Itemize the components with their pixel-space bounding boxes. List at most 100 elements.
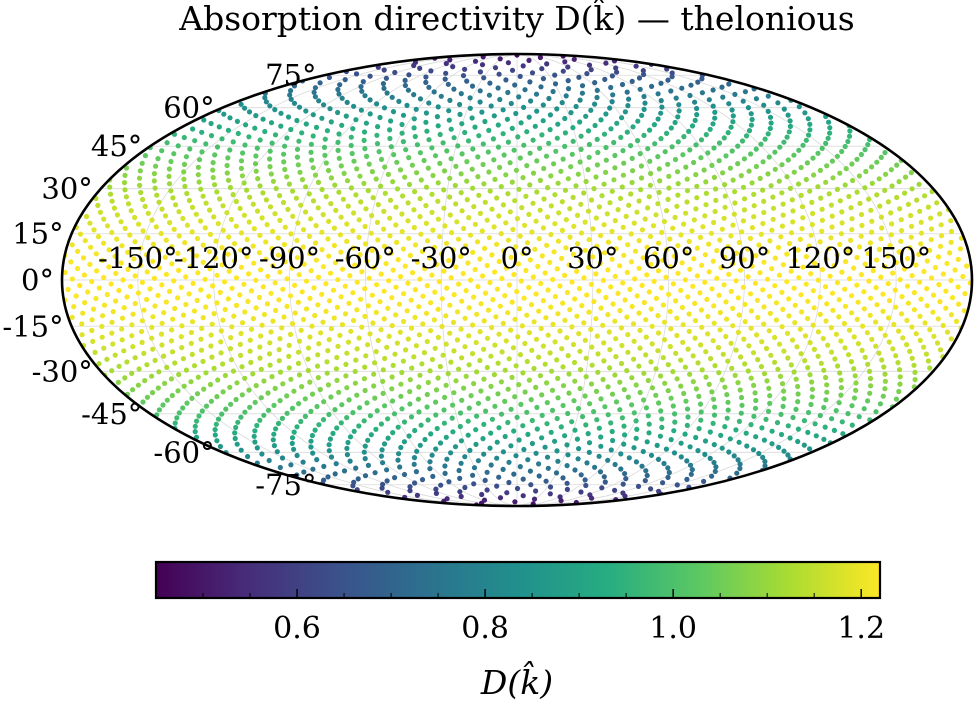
data-point bbox=[930, 309, 936, 315]
data-point bbox=[87, 261, 93, 267]
data-point bbox=[658, 110, 664, 116]
data-point bbox=[497, 303, 503, 309]
data-point bbox=[405, 336, 411, 342]
data-point bbox=[140, 196, 146, 203]
data-point bbox=[307, 334, 313, 340]
data-point bbox=[697, 401, 704, 407]
data-point bbox=[748, 375, 754, 381]
data-point bbox=[434, 114, 440, 120]
data-point bbox=[780, 201, 786, 207]
data-point bbox=[506, 282, 512, 288]
data-point bbox=[179, 323, 185, 329]
data-point bbox=[565, 78, 571, 84]
data-point bbox=[686, 311, 692, 317]
data-point bbox=[641, 71, 647, 78]
data-point bbox=[257, 417, 263, 423]
data-point bbox=[466, 405, 472, 411]
data-point bbox=[385, 171, 391, 177]
data-point bbox=[461, 225, 467, 232]
data-point bbox=[640, 448, 646, 455]
data-point bbox=[579, 303, 585, 309]
data-point bbox=[150, 258, 156, 264]
data-point bbox=[330, 430, 336, 436]
data-point bbox=[593, 388, 600, 394]
data-point bbox=[748, 325, 754, 331]
data-point bbox=[645, 205, 651, 211]
data-point bbox=[567, 234, 573, 240]
data-point bbox=[408, 297, 414, 303]
data-point bbox=[469, 83, 476, 89]
data-point bbox=[537, 54, 544, 61]
data-point bbox=[716, 140, 723, 146]
data-point bbox=[728, 124, 734, 130]
data-point bbox=[619, 342, 625, 349]
data-point bbox=[655, 91, 661, 97]
data-point bbox=[763, 416, 769, 422]
data-point bbox=[735, 295, 741, 301]
data-point bbox=[362, 146, 368, 152]
data-point bbox=[612, 461, 618, 468]
data-point bbox=[609, 256, 615, 262]
data-point bbox=[367, 331, 373, 337]
data-point bbox=[837, 198, 843, 204]
data-point bbox=[420, 321, 426, 327]
data-point bbox=[437, 131, 443, 138]
data-point bbox=[201, 386, 207, 392]
data-point bbox=[457, 475, 463, 481]
data-point bbox=[694, 195, 700, 201]
data-point bbox=[667, 308, 673, 315]
data-point bbox=[220, 361, 226, 367]
data-point bbox=[180, 405, 186, 411]
data-point bbox=[689, 228, 695, 234]
data-point bbox=[111, 205, 117, 211]
data-point bbox=[332, 407, 338, 413]
data-point bbox=[335, 277, 341, 283]
data-point bbox=[830, 307, 836, 313]
data-point bbox=[752, 405, 759, 411]
data-point bbox=[842, 345, 848, 351]
data-point bbox=[423, 119, 429, 125]
data-point bbox=[275, 252, 281, 258]
data-point bbox=[238, 247, 244, 253]
data-point bbox=[287, 293, 294, 299]
data-point bbox=[246, 134, 252, 140]
data-point bbox=[95, 234, 102, 240]
data-point bbox=[462, 315, 468, 321]
data-point bbox=[542, 444, 548, 450]
data-point bbox=[261, 378, 267, 384]
data-point bbox=[238, 330, 244, 337]
data-point bbox=[362, 364, 368, 370]
data-point bbox=[93, 251, 99, 257]
data-point bbox=[446, 117, 452, 123]
data-point bbox=[289, 405, 296, 411]
data-point bbox=[962, 291, 968, 297]
data-point bbox=[421, 157, 427, 164]
data-point bbox=[798, 351, 804, 357]
data-point bbox=[479, 228, 485, 234]
data-point bbox=[366, 275, 372, 281]
data-point bbox=[587, 401, 593, 407]
data-point bbox=[277, 269, 283, 275]
data-point bbox=[345, 203, 351, 209]
data-point bbox=[787, 435, 793, 441]
data-point bbox=[517, 352, 524, 358]
data-point bbox=[435, 180, 441, 186]
data-point bbox=[356, 217, 362, 223]
data-point bbox=[319, 186, 325, 193]
data-point bbox=[495, 360, 501, 366]
data-point bbox=[809, 386, 816, 392]
data-point bbox=[314, 457, 320, 463]
data-point bbox=[739, 229, 745, 235]
data-point bbox=[323, 194, 329, 200]
data-point bbox=[321, 399, 327, 405]
data-point bbox=[435, 216, 441, 222]
data-point bbox=[270, 178, 276, 184]
data-point bbox=[697, 290, 703, 296]
data-point bbox=[120, 277, 126, 283]
data-point bbox=[444, 148, 450, 154]
data-point bbox=[324, 128, 330, 134]
data-point bbox=[447, 175, 453, 181]
data-point bbox=[315, 205, 321, 211]
data-point bbox=[586, 62, 593, 68]
data-point bbox=[152, 185, 158, 191]
